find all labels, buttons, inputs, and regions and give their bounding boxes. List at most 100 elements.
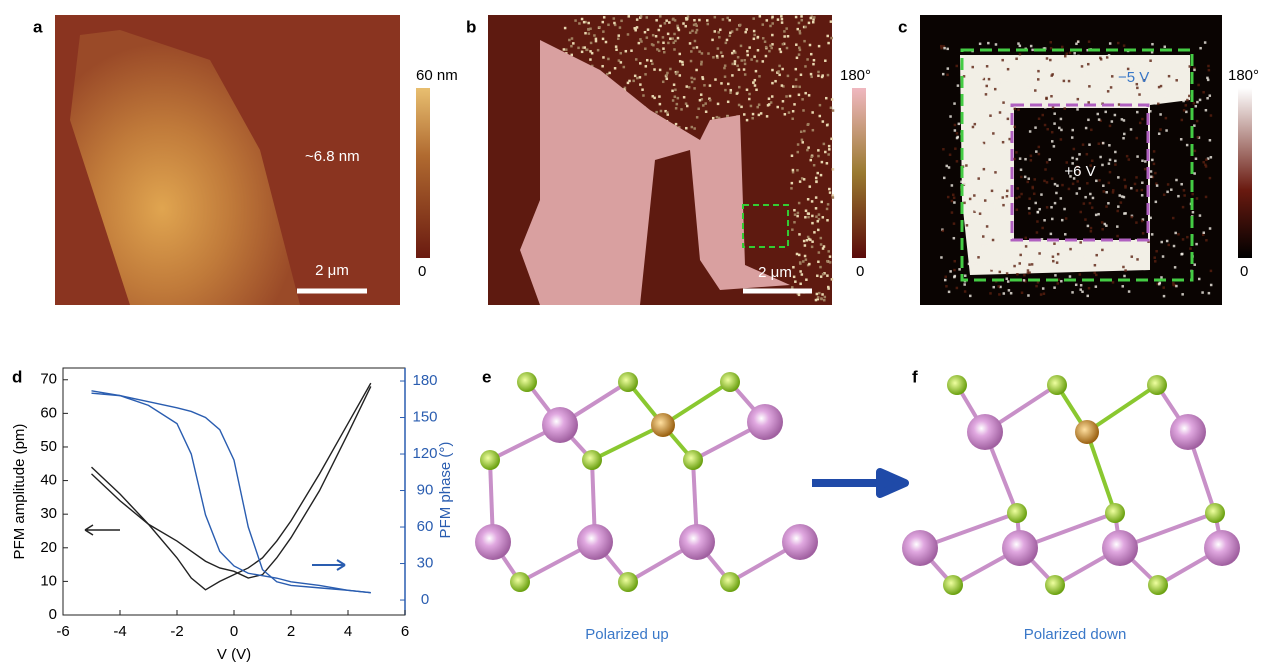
speckle-dot [798,22,801,25]
speckle-dot [745,28,748,31]
speckle-dot [811,111,814,114]
speckle-dot [818,213,821,216]
speckle-dot [1185,111,1188,114]
speckle-dot [1076,262,1079,265]
speckle-dot [1195,105,1198,108]
atom-small [1205,503,1225,523]
speckle-dot [771,69,774,72]
speckle-dot [987,72,990,75]
atom-large [679,524,715,560]
speckle-dot [942,230,945,233]
speckle-dot [998,293,1001,296]
speckle-dot [792,110,795,113]
speckle-dot [639,62,642,65]
speckle-dot [739,24,742,27]
atom-small [1047,375,1067,395]
speckle-dot [1069,265,1072,268]
speckle-dot [1083,202,1086,205]
speckle-dot [1061,184,1064,187]
speckle-dot [636,18,639,21]
speckle-dot [1121,285,1124,288]
speckle-dot [952,194,955,197]
speckle-dot [695,69,698,72]
speckle-dot [1136,137,1139,140]
speckle-dot [717,31,720,34]
speckle-dot [826,124,829,127]
speckle-dot [691,30,694,33]
speckle-dot [679,53,682,56]
speckle-dot [1073,52,1076,55]
speckle-dot [1034,178,1037,181]
colorbar [1238,88,1252,258]
speckle-dot [1061,46,1064,49]
speckle-dot [1153,256,1156,259]
speckle-dot [1061,219,1064,222]
speckle-dot [954,147,957,150]
speckle-dot [1084,218,1087,221]
speckle-dot [1038,270,1041,273]
speckle-dot [1032,77,1035,80]
speckle-dot [995,43,998,46]
speckle-dot [973,194,976,197]
speckle-dot [768,50,771,53]
speckle-dot [586,48,589,51]
speckle-dot [1114,163,1117,166]
speckle-dot [793,209,796,212]
speckle-dot [969,198,972,201]
speckle-dot [1029,130,1032,133]
speckle-dot [985,244,988,247]
speckle-dot [1013,92,1016,95]
speckle-dot [1209,227,1212,230]
speckle-dot [778,65,781,68]
speckle-dot [1120,201,1123,204]
speckle-dot [817,261,820,264]
speckle-dot [1205,109,1208,112]
speckle-dot [1028,263,1031,266]
speckle-dot [1027,272,1030,275]
atom-large [1002,530,1038,566]
speckle-dot [1112,281,1115,284]
speckle-dot [1209,139,1212,142]
speckle-dot [1028,177,1031,180]
panel-f: f Polarized down [902,367,1240,642]
speckle-dot [1041,238,1044,241]
speckle-dot [796,57,799,60]
speckle-dot [1109,42,1112,45]
atom-small [720,572,740,592]
speckle-dot [808,22,811,25]
speckle-dot [666,111,669,114]
speckle-dot [1205,165,1208,168]
speckle-dot [956,287,959,290]
y-tick-label: 40 [40,472,57,489]
speckle-dot [684,25,687,28]
speckle-dot [997,285,1000,288]
speckle-dot [674,40,677,43]
speckle-dot [984,146,987,149]
speckle-dot [994,202,997,205]
speckle-dot [1038,208,1041,211]
speckle-dot [1018,57,1021,60]
speckle-dot [1053,145,1056,148]
speckle-dot [1104,111,1107,114]
speckle-dot [1060,197,1063,200]
speckle-dot [662,47,665,50]
speckle-dot [659,103,662,106]
speckle-dot [689,32,692,35]
speckle-dot [734,60,737,63]
panel-label: c [898,17,907,36]
panel-label: a [33,17,43,36]
speckle-dot [830,20,833,23]
speckle-dot [731,63,734,65]
speckle-dot [1109,171,1112,174]
speckle-dot [803,240,806,243]
speckle-dot [779,48,782,51]
speckle-dot [1075,284,1078,287]
speckle-dot [614,67,617,70]
speckle-dot [944,279,947,282]
speckle-dot [646,16,649,19]
speckle-dot [1117,176,1120,179]
speckle-dot [979,43,982,46]
speckle-dot [744,73,747,76]
speckle-dot [1195,243,1198,246]
speckle-dot [973,262,976,265]
